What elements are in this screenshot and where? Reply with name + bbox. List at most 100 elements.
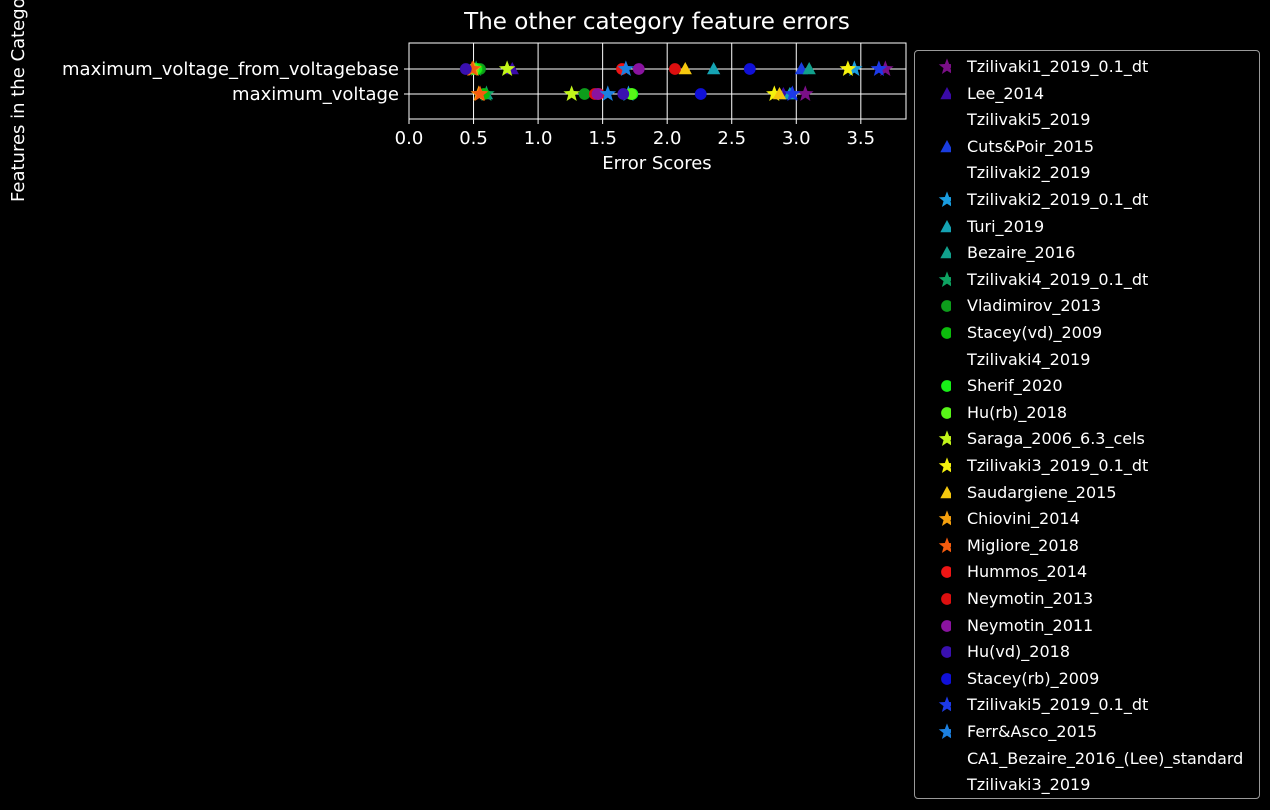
legend-marker xyxy=(938,430,951,447)
legend-item: Neymotin_2011 xyxy=(915,613,1259,639)
data-point xyxy=(694,88,707,100)
x-axis-label: Error Scores xyxy=(602,153,711,174)
legend-item: Tzilivaki2_2019_0.1_dt xyxy=(915,187,1259,213)
legend-marker-shape xyxy=(938,537,951,553)
legend-item: Hu(rb)_2018 xyxy=(915,400,1259,426)
x-tick-label: 0.0 xyxy=(395,128,424,149)
legend-item: Tzilivaki3_2019 xyxy=(915,772,1259,798)
data-point xyxy=(802,62,816,75)
data-point xyxy=(617,60,635,77)
legend-marker-shape xyxy=(941,327,951,339)
data-point xyxy=(459,63,472,75)
data-point xyxy=(707,62,721,75)
legend-label: Tzilivaki3_2019 xyxy=(967,775,1091,795)
legend-item: Tzilivaki5_2019_0.1_dt xyxy=(915,692,1259,718)
legend-marker-shape xyxy=(938,58,951,75)
data-points xyxy=(459,60,894,102)
legend-label: Vladimirov_2013 xyxy=(967,296,1102,316)
legend-item: Tzilivaki3_2019_0.1_dt xyxy=(915,453,1259,479)
legend-item: Tzilivaki4_2019_0.1_dt xyxy=(915,267,1259,293)
legend-marker-shape xyxy=(940,246,951,259)
legend-marker-shape xyxy=(941,300,951,313)
legend-marker xyxy=(941,593,951,605)
legend-item: Turi_2019 xyxy=(915,214,1259,240)
legend-marker xyxy=(938,271,951,287)
legend-label: Cuts&Poir_2015 xyxy=(967,136,1095,156)
legend-marker-shape xyxy=(938,696,951,713)
legend-marker-shape xyxy=(940,139,951,153)
legend-label: Hu(vd)_2018 xyxy=(967,642,1070,662)
legend-label: Tzilivaki4_2019 xyxy=(967,349,1091,369)
legend-label: Neymotin_2013 xyxy=(967,589,1094,608)
legend-marker xyxy=(938,457,951,474)
y-axis-label: Features in the Category xyxy=(8,0,29,202)
legend-item: Tzilivaki1_2019_0.1_dt xyxy=(915,54,1259,80)
x-axis-ticks: 0.0 0.5 1.0 1.5 2.0 2.5 3.0 3.5 xyxy=(395,119,875,149)
legend-label: Stacey(rb)_2009 xyxy=(967,668,1100,688)
legend-label: Chiovini_2014 xyxy=(967,509,1080,529)
data-point xyxy=(498,60,516,77)
x-tick-label: 0.5 xyxy=(459,128,488,149)
legend-label: Sherif_2020 xyxy=(967,376,1063,396)
legend-label: Tzilivaki5_2019_0.1_dt xyxy=(967,695,1149,715)
grid-lines xyxy=(408,43,906,119)
legend-label: Tzilivaki2_2019 xyxy=(967,163,1091,183)
legend-marker-shape xyxy=(941,566,951,579)
legend-marker xyxy=(938,723,951,740)
data-point xyxy=(563,85,580,102)
data-point xyxy=(870,60,888,77)
legend-item: Stacey(vd)_2009 xyxy=(915,320,1259,346)
legend-item: Saudargiene_2015 xyxy=(915,480,1259,506)
legend-label: Tzilivaki4_2019_0.1_dt xyxy=(967,269,1149,289)
legend-item: Lee_2014 xyxy=(915,81,1259,107)
data-point xyxy=(678,62,692,75)
plot-area xyxy=(408,42,907,120)
legend-item: Saraga_2006_6.3_cels xyxy=(915,426,1259,452)
x-tick-label: 1.0 xyxy=(524,128,553,149)
legend-marker xyxy=(941,672,951,685)
legend-marker-shape xyxy=(938,191,951,208)
data-point xyxy=(464,60,481,77)
legend-item: Stacey(rb)_2009 xyxy=(915,666,1259,692)
legend-marker-shape xyxy=(938,510,951,527)
category-label: maximum_voltage_from_voltagebase xyxy=(62,59,399,80)
legend-marker-shape xyxy=(941,672,951,685)
data-point xyxy=(784,85,801,102)
legend-label: CA1_Bezaire_2016_(Lee)_standard xyxy=(967,748,1244,768)
legend-marker xyxy=(925,772,951,798)
legend-marker-shape xyxy=(941,593,951,605)
x-tick-label: 2.5 xyxy=(717,128,746,149)
legend-item: Tzilivaki2_2019 xyxy=(915,160,1259,186)
legend-label: Tzilivaki5_2019 xyxy=(967,110,1091,130)
legend-label: Tzilivaki2_2019_0.1_dt xyxy=(967,190,1149,209)
legend-marker xyxy=(938,58,951,75)
legend-marker-shape xyxy=(941,646,951,659)
legend-marker-shape xyxy=(940,86,951,99)
legend-item: Tzilivaki5_2019 xyxy=(915,107,1259,133)
data-point xyxy=(743,63,756,75)
legend-label: Migliore_2018 xyxy=(967,535,1079,555)
legend-marker-shape xyxy=(941,619,951,632)
category-label: maximum_voltage xyxy=(232,84,399,105)
legend-label: Ferr&Asco_2015 xyxy=(967,722,1098,741)
legend-label: Neymotin_2011 xyxy=(967,615,1094,635)
legend-marker xyxy=(941,300,951,313)
legend-item: Hu(vd)_2018 xyxy=(915,639,1259,665)
legend-label: Tzilivaki3_2019_0.1_dt xyxy=(967,456,1149,475)
legend-marker xyxy=(925,347,951,373)
data-point xyxy=(797,85,814,102)
legend-label: Hu(rb)_2018 xyxy=(967,402,1068,422)
legend-label: Bezaire_2016 xyxy=(967,243,1076,263)
data-point xyxy=(877,60,894,77)
legend-label: Stacey(vd)_2009 xyxy=(967,323,1103,342)
legend-marker xyxy=(941,380,951,393)
legend-item: Migliore_2018 xyxy=(915,533,1259,559)
data-point xyxy=(669,63,681,75)
chart-title: The other category feature errors xyxy=(463,9,850,35)
legend-marker xyxy=(940,139,951,153)
legend-marker xyxy=(938,537,951,553)
legend-label: Hummos_2014 xyxy=(967,562,1088,582)
legend-marker xyxy=(940,246,951,259)
legend-label: Saraga_2006_6.3_cels xyxy=(967,429,1145,449)
legend-marker-shape xyxy=(938,430,951,447)
